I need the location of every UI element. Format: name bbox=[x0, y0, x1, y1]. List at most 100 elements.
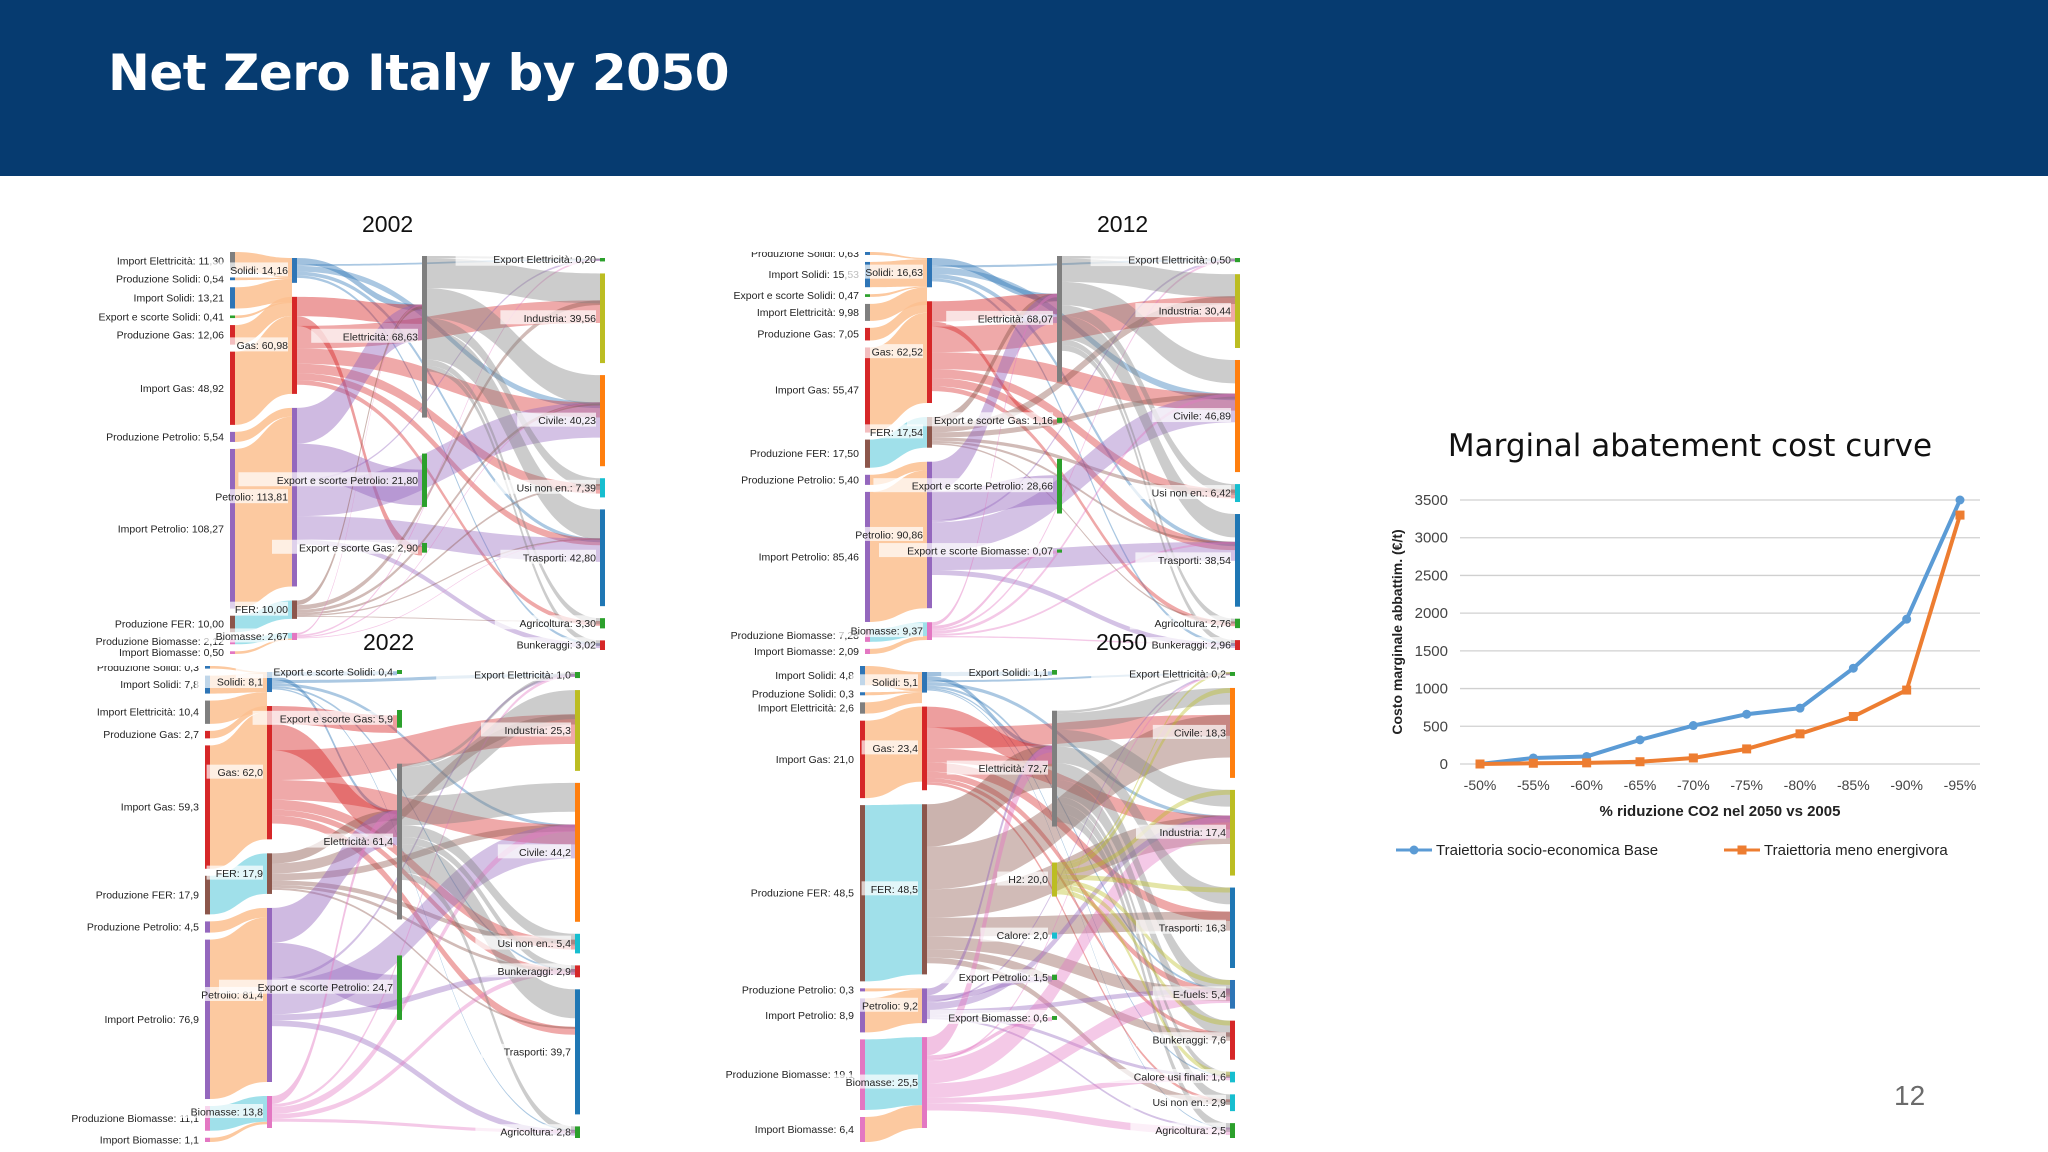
sankey-node bbox=[1052, 1015, 1057, 1020]
sankey-node-label: Produzione FER: 17,9 bbox=[96, 890, 199, 902]
sankey-node bbox=[205, 666, 210, 669]
data-point bbox=[1742, 709, 1752, 719]
sankey-flow bbox=[927, 706, 1052, 767]
sankey-node-label: H2: 20,0 bbox=[1008, 874, 1048, 886]
sankey-node bbox=[600, 640, 605, 650]
sankey-flow bbox=[865, 988, 922, 992]
data-point bbox=[1955, 495, 1965, 505]
slide-header: Net Zero Italy by 2050 bbox=[0, 0, 2048, 176]
sankey-node bbox=[1230, 1094, 1235, 1112]
sankey-node-label: Biomasse: 9,37 bbox=[851, 626, 924, 638]
sankey-node-label: Gas: 62,0 bbox=[217, 767, 263, 779]
data-point bbox=[1848, 663, 1858, 673]
sankey-node bbox=[267, 706, 272, 840]
sankey-node-label: Import Gas: 21,0 bbox=[776, 754, 854, 766]
sankey-node bbox=[1052, 862, 1057, 897]
sankey-flow bbox=[297, 304, 422, 606]
sankey-flow bbox=[297, 271, 600, 543]
sankey-node-label: Agricoltura: 2,8 bbox=[500, 1127, 571, 1139]
sankey-node bbox=[1235, 618, 1240, 629]
sankey-node bbox=[397, 670, 402, 674]
sankey-flow bbox=[927, 673, 1230, 1062]
sankey-flow bbox=[272, 723, 397, 838]
sankey-flow bbox=[927, 815, 1230, 1010]
sankey-flow bbox=[927, 685, 1230, 991]
sankey-node bbox=[1235, 514, 1240, 607]
sankey-flow bbox=[297, 363, 600, 494]
sankey-node-label: Agricoltura: 2,76 bbox=[1155, 618, 1232, 630]
sankey-flow bbox=[297, 259, 600, 637]
sankey-node-label: Import Biomasse: 6,4 bbox=[755, 1124, 854, 1136]
sankey-node bbox=[397, 763, 402, 920]
sankey-flow bbox=[1062, 339, 1235, 625]
sankey-node-label: Solidi: 14,16 bbox=[230, 265, 288, 277]
sankey-node bbox=[865, 303, 870, 321]
legend-label: Traiettoria meno energivora bbox=[1764, 842, 1948, 859]
sankey-node-label: Industria: 30,44 bbox=[1159, 306, 1232, 318]
sankey-node-label: Civile: 40,23 bbox=[538, 415, 596, 427]
sankey-node bbox=[205, 921, 210, 933]
y-tick-label: 3500 bbox=[1415, 492, 1448, 509]
data-point bbox=[1795, 703, 1805, 713]
sankey-flow bbox=[272, 880, 575, 945]
sankey-svg: Import Solidi: 4,8 Produzione Solidi: 0,3… bbox=[726, 666, 1235, 1142]
sankey-node-label: Elettricità: 61,4 bbox=[324, 836, 394, 848]
sankey-svg: Import Elettricità: 11,30 Produzione Soli… bbox=[96, 252, 605, 659]
sankey-flow bbox=[1057, 803, 1230, 1105]
sankey-flow bbox=[272, 824, 575, 1015]
data-point bbox=[1688, 753, 1698, 763]
sankey-flow bbox=[1057, 813, 1230, 1133]
sankey-flow bbox=[272, 824, 575, 1115]
sankey-node bbox=[860, 1117, 865, 1142]
sankey-node bbox=[927, 301, 932, 404]
sankey-flow bbox=[1057, 874, 1230, 893]
sankey-node-label: Agricoltura: 2,5 bbox=[1155, 1125, 1226, 1137]
sankey-flow bbox=[297, 402, 600, 638]
sankey-node bbox=[205, 1137, 210, 1142]
sankey-node-label: Usi non en.: 6,42 bbox=[1152, 488, 1232, 500]
sankey-flow bbox=[927, 949, 1230, 1041]
sankey-2012: 2012 Produzione Solidi: 0,63 Import Solid… bbox=[705, 208, 1345, 664]
sankey-node bbox=[860, 988, 865, 992]
data-point bbox=[1688, 721, 1698, 731]
sankey-flow bbox=[402, 825, 575, 946]
sankey-node-label: Produzione FER: 48,5 bbox=[751, 888, 854, 900]
sankey-node bbox=[575, 989, 580, 1115]
sankey-flow bbox=[210, 907, 267, 933]
sankey-node bbox=[1230, 789, 1235, 876]
sankey-flow bbox=[865, 692, 922, 714]
y-tick-label: 2500 bbox=[1415, 567, 1448, 584]
sankey-flow bbox=[272, 688, 575, 1132]
sankey-flow bbox=[235, 416, 292, 609]
sankey-node-label: Import Petrolio: 85,46 bbox=[759, 551, 860, 563]
y-tick-label: 3000 bbox=[1415, 530, 1448, 547]
sankey-node bbox=[575, 672, 580, 679]
sankey-node bbox=[1230, 687, 1235, 778]
x-tick-label: -85% bbox=[1837, 777, 1870, 793]
sankey-node bbox=[575, 1126, 580, 1138]
sankey-flow bbox=[272, 1020, 575, 1136]
sankey-node bbox=[205, 745, 210, 869]
sankey-flow bbox=[272, 887, 575, 1029]
sankey-node bbox=[860, 692, 865, 696]
sankey-node-label: E-fuels: 5,4 bbox=[1173, 989, 1226, 1001]
x-tick-label: -75% bbox=[1730, 777, 1763, 793]
data-point bbox=[1902, 685, 1912, 695]
sankey-node-label: Export e scorte Solidi: 0,47 bbox=[734, 290, 860, 302]
sankey-node-label: Solidi: 8,1 bbox=[217, 677, 263, 689]
sankey-flow bbox=[927, 714, 1230, 890]
sankey-node-label: Produzione FER: 17,50 bbox=[750, 448, 859, 460]
sankey-node-label: Elettricità: 68,63 bbox=[343, 331, 418, 343]
sankey-node-label: Gas: 23,4 bbox=[872, 743, 918, 755]
sankey-node-label: Calore usi finali: 1,6 bbox=[1134, 1072, 1226, 1084]
sankey-flow bbox=[297, 316, 422, 556]
sankey-node-label: FER: 48,5 bbox=[871, 884, 918, 896]
x-tick-label: -50% bbox=[1464, 777, 1497, 793]
sankey-flow bbox=[1057, 729, 1230, 807]
sankey-node bbox=[860, 998, 865, 1033]
sankey-flow bbox=[427, 329, 600, 540]
sankey-node bbox=[1235, 484, 1240, 503]
sankey-flow bbox=[1057, 779, 1230, 1038]
sankey-node bbox=[267, 907, 272, 1082]
sankey-node bbox=[292, 632, 297, 640]
